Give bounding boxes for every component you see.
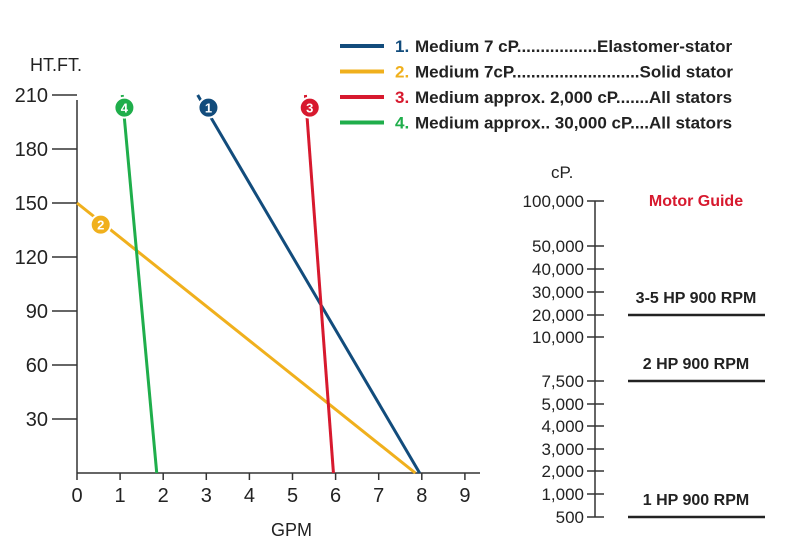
viscosity-tick-label: 2,000 [541,462,584,481]
y-tick-label: 180 [15,139,48,161]
motor-range-label: 3-5 HP 900 RPM [636,290,757,307]
y-tick-label: 210 [15,85,48,107]
viscosity-tick-label: 10,000 [532,328,584,347]
x-tick-label: 2 [158,485,169,507]
viscosity-ticks: 100,000 50,000 40,000 30,000 20,000 10,000 7,5… [523,192,604,527]
legend-label-2: Medium 7cP...........................Sol… [415,63,733,82]
series-marker-label-2: 2 [97,218,104,233]
legend-label-3: Medium approx. 2,000 cP.......All stator… [415,88,732,107]
x-tick-label: 1 [115,485,126,507]
series-marker-label-4: 4 [121,101,129,116]
y-tick-label: 120 [15,247,48,269]
series-lines [76,94,421,475]
legend-number-4: 4. [395,114,409,133]
viscosity-tick-label: 3,000 [541,440,584,459]
series-marker-label-3: 3 [306,101,313,116]
y-ticks: 30 60 90 120 150 180 210 [15,85,77,431]
legend-number-1: 1. [395,37,409,56]
x-ticks: 0 1 2 3 4 5 6 7 8 9 [71,473,470,507]
series-marker-label-1: 1 [205,101,212,116]
x-tick-label: 0 [71,485,82,507]
viscosity-tick-label: 20,000 [532,306,584,325]
x-tick-label: 7 [373,485,384,507]
motor-range-label: 2 HP 900 RPM [643,356,749,373]
series-line-1 [196,94,421,474]
legend-number-2: 2. [395,63,409,82]
viscosity-tick-label: 4,000 [541,417,584,436]
motor-guide-title: Motor Guide [649,193,743,210]
motor-guide-ranges: 3-5 HP 900 RPM 2 HP 900 RPM 1 HP 900 RPM [628,290,765,519]
y-tick-label: 90 [26,301,48,323]
legend-label-4: Medium approx.. 30,000 cP....All stators [415,114,732,133]
viscosity-tick-label: 5,000 [541,395,584,414]
y-tick-label: 30 [26,409,48,431]
series-marker-2 [89,213,112,236]
viscosity-tick-label: 500 [556,508,584,527]
viscosity-tick-label: 1,000 [541,485,584,504]
x-tick-label: 5 [287,485,298,507]
x-tick-label: 6 [330,485,341,507]
legend-label-1: Medium 7 cP.................Elastomer-st… [415,37,732,56]
legend: 1. Medium 7 cP.................Elastomer-… [340,37,733,133]
viscosity-tick-label: 30,000 [532,283,584,302]
viscosity-tick-label: 40,000 [532,260,584,279]
series-line-3 [303,94,335,474]
series-marker-4 [113,96,136,119]
legend-number-3: 3. [395,88,409,107]
x-tick-label: 3 [201,485,212,507]
x-tick-label: 9 [459,485,470,507]
motor-guide: cP. 100,000 50,000 40,000 30,000 20,000 10,00… [523,163,765,527]
viscosity-tick-label: 50,000 [532,237,584,256]
y-axis-title: HT.FT. [30,55,82,75]
viscosity-tick-label: 7,500 [541,372,584,391]
y-tick-label: 150 [15,193,48,215]
motor-range-label: 1 HP 900 RPM [643,492,749,509]
plot-area: 30 60 90 120 150 180 210 0 1 2 3 4 5 6 7 8 9 1 2 3 4 HT.FT… [15,55,480,540]
series-line-4 [120,94,159,474]
x-axis-title: GPM [271,520,312,540]
y-tick-label: 60 [26,355,48,377]
series-marker-3 [298,96,321,119]
viscosity-tick-label: 100,000 [523,192,584,211]
series-markers: 1 2 3 4 [89,96,321,236]
viscosity-unit-label: cP. [551,163,573,182]
x-tick-label: 4 [244,485,255,507]
series-marker-1 [197,96,220,119]
x-tick-label: 8 [416,485,427,507]
series-line-2 [76,201,417,475]
